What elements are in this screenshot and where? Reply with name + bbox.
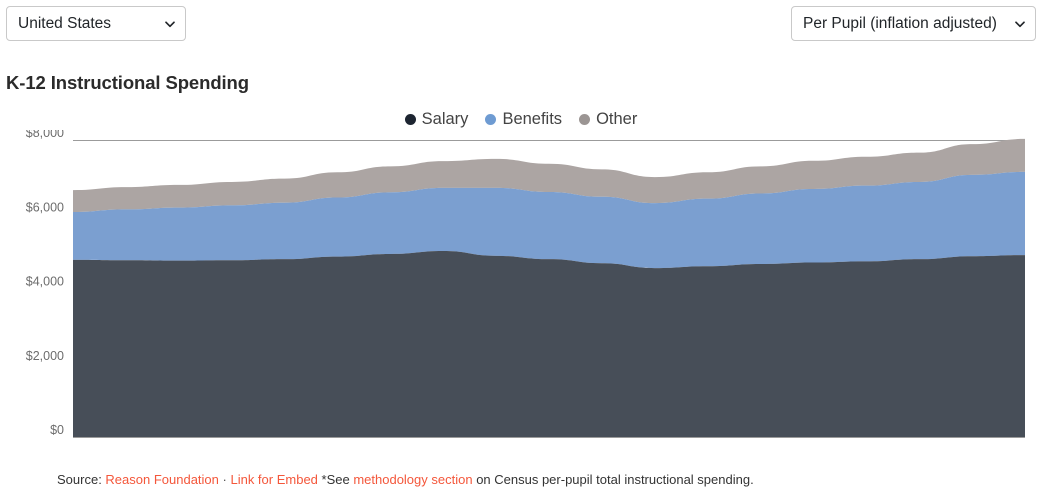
x-tick-label: '11 — [541, 448, 556, 450]
x-tick-label: '18 — [911, 448, 927, 450]
x-tick-label: '14 — [700, 448, 716, 450]
control-bar: United States Per Pupil (inflation adjus… — [0, 6, 1042, 46]
chevron-down-icon — [165, 20, 175, 27]
area-series-salary — [73, 251, 1025, 437]
legend-label-other: Other — [596, 110, 638, 128]
x-tick-label: '05 — [224, 448, 240, 450]
y-tick-label: $8,000 — [26, 130, 64, 140]
legend-item-benefits[interactable]: Benefits — [485, 110, 562, 129]
area-series-benefits — [73, 171, 1025, 269]
stacked-area-chart[interactable]: $0 $2,000 $4,000 $6,000 $8,000 '02 '03 '04 '05 '0… — [0, 130, 1042, 450]
chart-plot-area: $0 $2,000 $4,000 $6,000 $8,000 '02 '03 '04 '05 '0… — [0, 130, 1042, 450]
source-separator: · — [218, 472, 231, 487]
legend-label-benefits: Benefits — [502, 110, 563, 128]
x-tick-label: '16 — [805, 448, 821, 450]
x-tick-label: '02 — [65, 448, 81, 450]
legend-dot-salary — [404, 114, 416, 125]
chevron-down-icon — [1015, 20, 1025, 27]
source-prefix: Source: — [57, 472, 106, 487]
x-tick-label: '17 — [858, 448, 874, 450]
x-tick-label: '08 — [382, 448, 398, 450]
source-link[interactable]: Reason Foundation — [105, 472, 219, 487]
x-tick-label: '03 — [118, 448, 134, 450]
legend-dot-benefits — [485, 114, 497, 125]
metric-select[interactable]: Per Pupil (inflation adjusted) — [791, 6, 1036, 41]
x-tick-label: '07 — [329, 448, 345, 450]
state-select[interactable]: United States — [6, 6, 186, 41]
legend-label-salary: Salary — [421, 110, 469, 128]
embed-link[interactable]: Link for Embed — [230, 472, 318, 487]
note-prefix: *See — [317, 472, 354, 487]
state-select-value: United States — [18, 14, 112, 32]
methodology-link[interactable]: methodology section — [353, 472, 473, 487]
x-tick-label: '19 — [964, 448, 980, 450]
area-series-other — [73, 138, 1025, 213]
x-tick-label: '09 — [435, 448, 451, 450]
x-tick-label: '06 — [276, 448, 292, 450]
note-suffix: on Census per-pupil total instructional … — [472, 472, 754, 487]
y-tick-label: $4,000 — [26, 275, 64, 289]
legend-item-other[interactable]: Other — [579, 110, 637, 129]
x-tick-label: '10 — [488, 448, 504, 450]
x-tick-label: '13 — [647, 448, 663, 450]
page-title: K-12 Instructional Spending — [6, 72, 249, 93]
y-tick-label: $0 — [50, 423, 64, 437]
metric-select-value: Per Pupil (inflation adjusted) — [803, 14, 997, 32]
chart-legend: Salary Benefits Other — [0, 110, 1042, 129]
x-tick-label: '20 — [1017, 448, 1033, 450]
x-tick-label: '12 — [594, 448, 610, 450]
chart-source-footer: Source: Reason Foundation · Link for Emb… — [57, 472, 754, 487]
x-tick-label: '04 — [171, 448, 187, 450]
y-tick-label: $2,000 — [26, 349, 64, 363]
y-tick-label: $6,000 — [26, 200, 64, 214]
x-tick-label: '15 — [752, 448, 768, 450]
legend-item-salary[interactable]: Salary — [404, 110, 469, 129]
legend-dot-other — [579, 114, 591, 125]
